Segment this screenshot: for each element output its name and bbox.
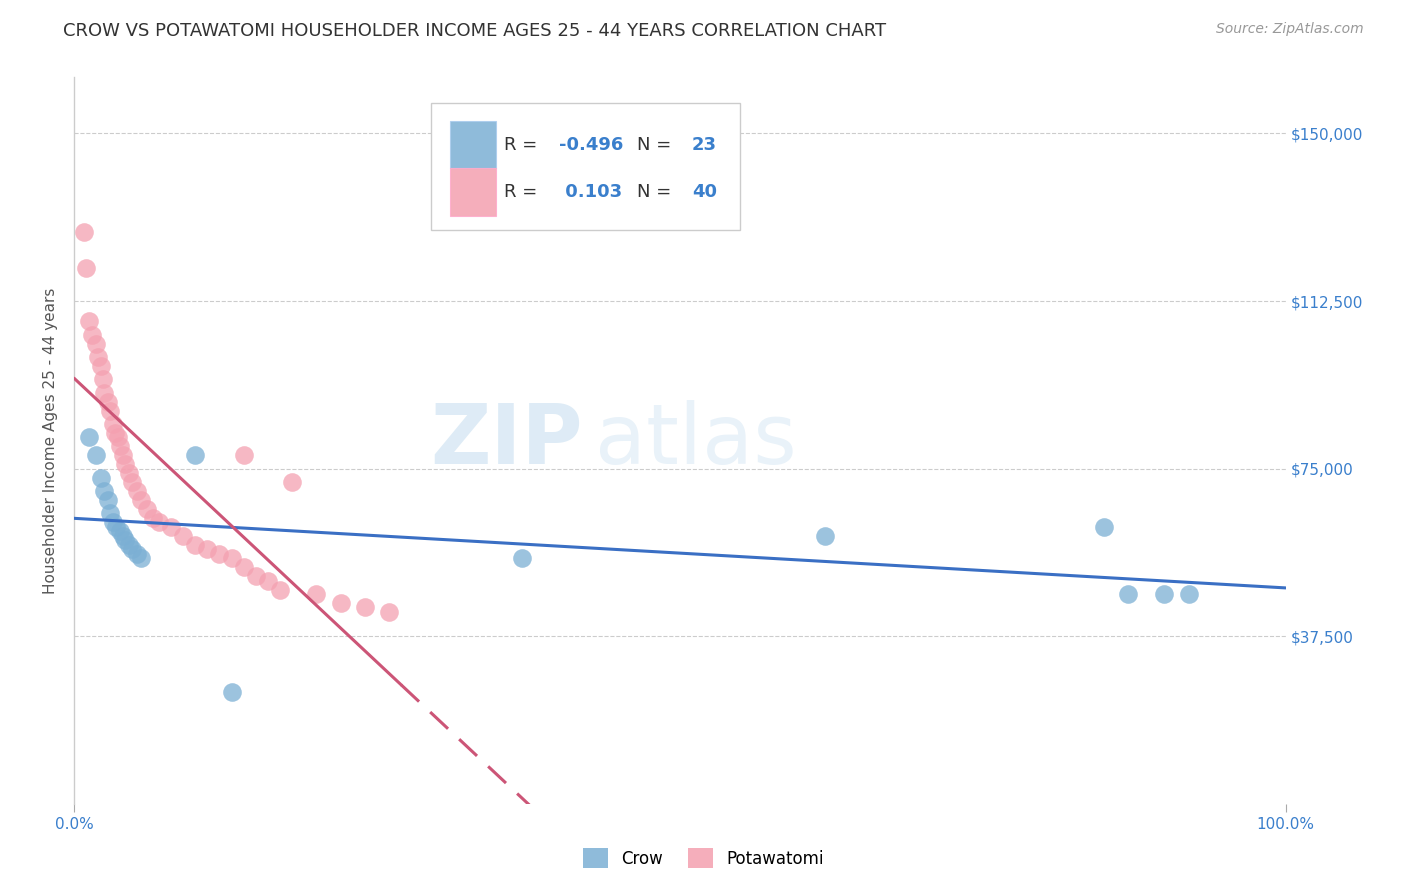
Text: -0.496: -0.496: [558, 136, 623, 154]
Point: [135, 502, 157, 516]
Point: [75, 260, 97, 275]
FancyBboxPatch shape: [432, 103, 741, 230]
Point: [354, 600, 377, 615]
Point: [257, 574, 280, 588]
Point: [111, 529, 134, 543]
Point: [269, 582, 291, 597]
Point: [117, 467, 139, 481]
Point: [127, 484, 149, 499]
Y-axis label: Householder Income Ages 25 - 44 years: Householder Income Ages 25 - 44 years: [44, 287, 58, 594]
Point: [82, 327, 104, 342]
Point: [184, 448, 207, 462]
Point: [77, 430, 100, 444]
Point: [160, 520, 183, 534]
FancyBboxPatch shape: [450, 121, 496, 169]
Point: [221, 551, 243, 566]
Point: [245, 569, 267, 583]
Point: [104, 425, 127, 440]
Point: [101, 417, 124, 431]
Point: [73, 225, 96, 239]
Point: [84, 336, 107, 351]
Text: R =: R =: [505, 183, 543, 202]
Text: 0.103: 0.103: [558, 183, 621, 202]
Text: N =: N =: [637, 183, 678, 202]
Point: [232, 560, 254, 574]
Legend: Crow, Potawatomi: Crow, Potawatomi: [574, 839, 832, 877]
Point: [281, 475, 304, 490]
Point: [221, 685, 243, 699]
Point: [93, 385, 115, 400]
Point: [305, 587, 328, 601]
Point: [378, 605, 401, 619]
Text: R =: R =: [505, 136, 543, 154]
Point: [1177, 587, 1199, 601]
Point: [105, 520, 128, 534]
Point: [117, 538, 139, 552]
FancyBboxPatch shape: [450, 169, 496, 216]
Point: [512, 551, 534, 566]
Point: [93, 484, 115, 499]
Point: [814, 529, 837, 543]
Point: [148, 516, 170, 530]
Point: [129, 551, 152, 566]
Point: [129, 493, 152, 508]
Point: [329, 596, 352, 610]
Point: [108, 524, 131, 539]
Point: [142, 511, 165, 525]
Text: 23: 23: [692, 136, 717, 154]
Point: [195, 542, 218, 557]
Point: [90, 359, 112, 373]
Text: ZIP: ZIP: [430, 401, 583, 482]
Point: [1153, 587, 1175, 601]
Point: [100, 507, 122, 521]
Point: [184, 538, 207, 552]
Point: [114, 458, 136, 472]
Point: [232, 448, 254, 462]
Text: CROW VS POTAWATOMI HOUSEHOLDER INCOME AGES 25 - 44 YEARS CORRELATION CHART: CROW VS POTAWATOMI HOUSEHOLDER INCOME AG…: [63, 22, 886, 40]
Text: atlas: atlas: [595, 401, 797, 482]
Point: [111, 448, 134, 462]
Point: [101, 516, 124, 530]
Point: [107, 430, 129, 444]
Point: [1092, 520, 1115, 534]
Point: [121, 542, 143, 557]
Point: [87, 350, 110, 364]
Point: [77, 314, 100, 328]
Point: [97, 493, 120, 508]
Text: 40: 40: [692, 183, 717, 202]
Point: [100, 403, 122, 417]
Point: [114, 533, 136, 548]
Point: [84, 448, 107, 462]
Point: [127, 547, 149, 561]
Point: [97, 394, 120, 409]
Text: N =: N =: [637, 136, 678, 154]
Point: [108, 439, 131, 453]
Text: Source: ZipAtlas.com: Source: ZipAtlas.com: [1216, 22, 1364, 37]
Point: [208, 547, 231, 561]
Point: [172, 529, 194, 543]
Point: [121, 475, 143, 490]
Point: [91, 372, 114, 386]
Point: [90, 471, 112, 485]
Point: [1116, 587, 1139, 601]
